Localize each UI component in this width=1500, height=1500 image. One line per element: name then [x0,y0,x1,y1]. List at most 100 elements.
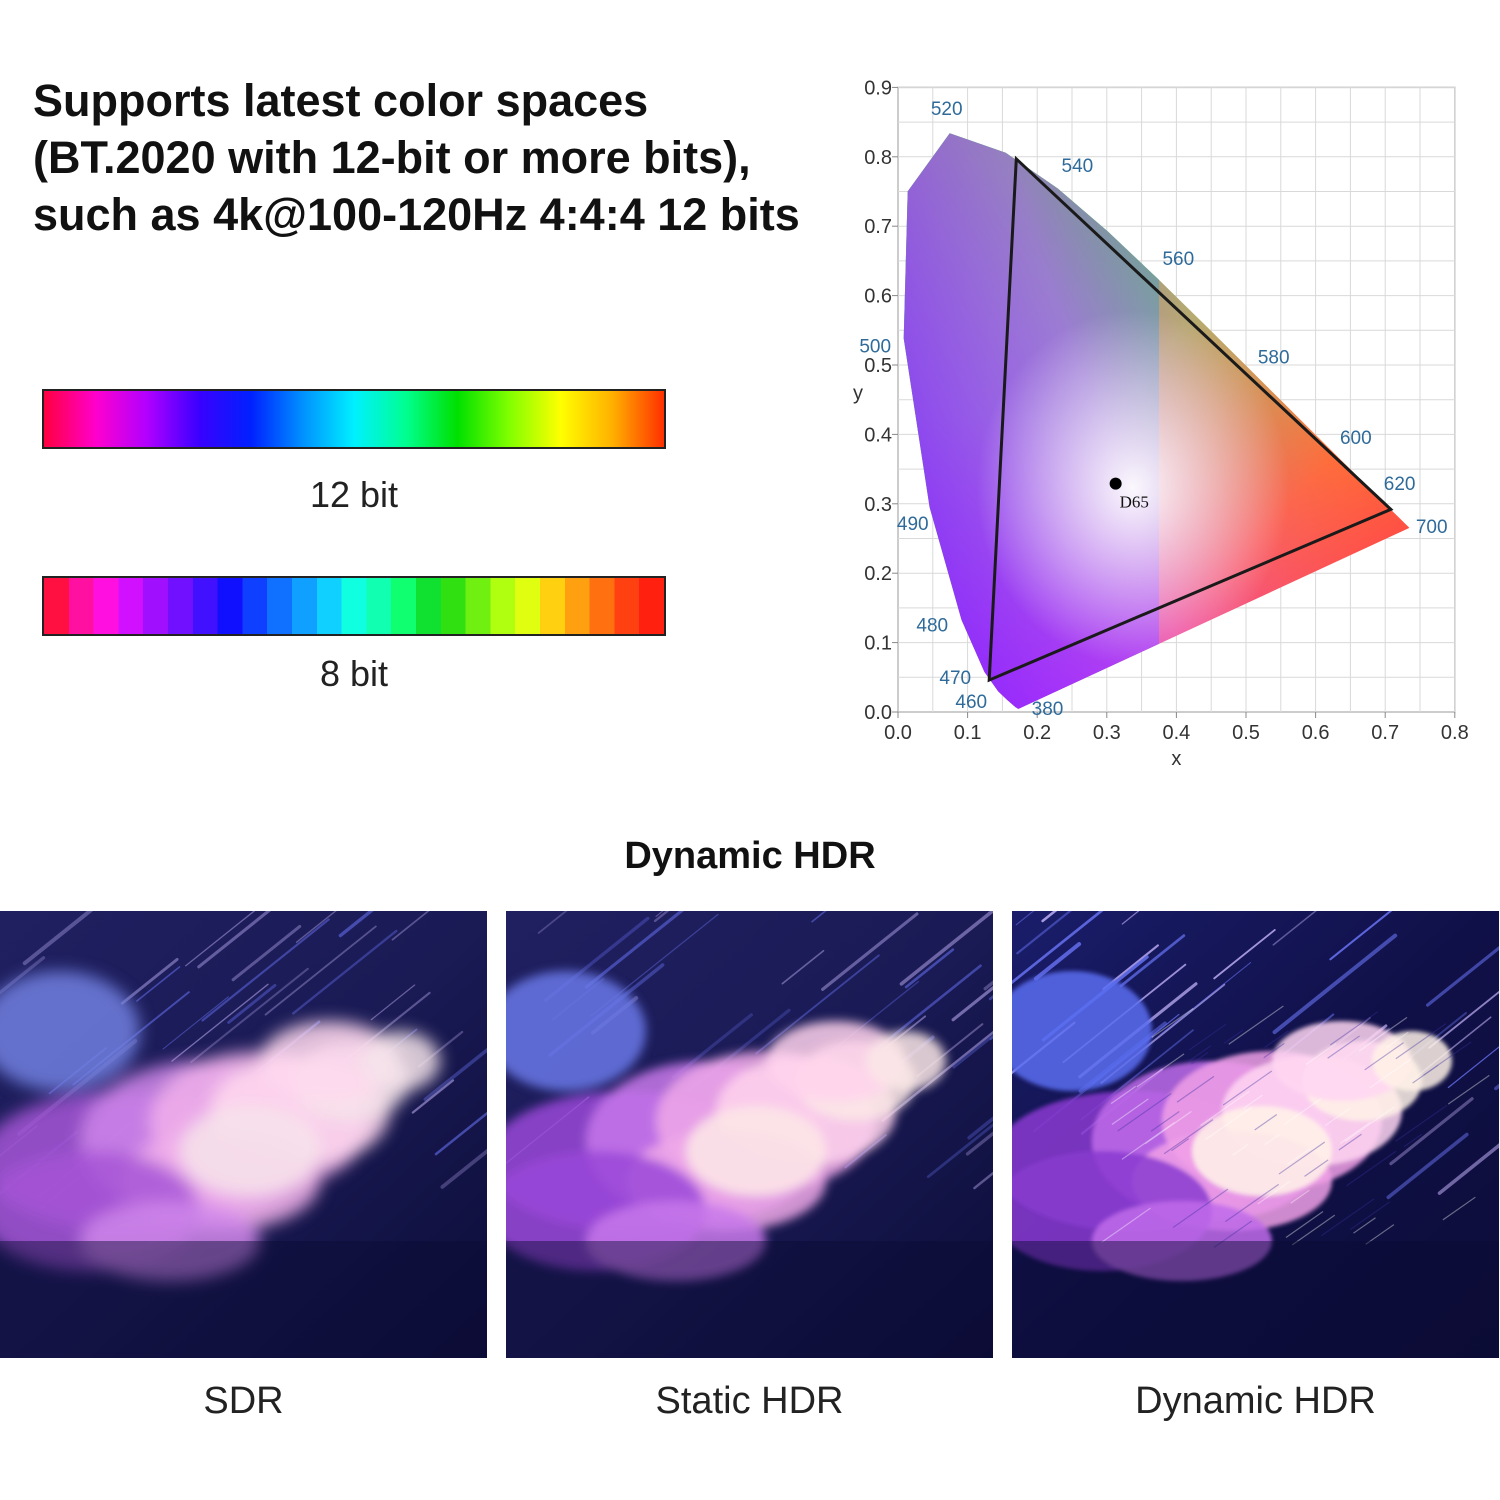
detail-streak [1321,1198,1375,1237]
streak [434,1111,487,1156]
detail-streak [1117,1093,1172,1132]
8-bit-label: 8 bit [319,653,389,694]
streak [755,954,880,1055]
detail-streak [1144,1110,1192,1145]
detail-streak [1213,1220,1253,1248]
streak [136,966,181,1002]
detail-streak [1447,1074,1490,1105]
detail-streak [1278,1141,1326,1175]
cloud-blob [1012,971,1152,1091]
streak [197,911,272,969]
detail-streak [1329,1011,1379,1046]
y-tick-label: 0.7 [864,216,892,238]
y-tick-label: 0.2 [864,563,892,585]
detail-streak [1423,1041,1472,1076]
detail-streak [1395,1104,1448,1142]
y-tick-label: 0.6 [864,286,892,308]
detail-streak [1228,1005,1284,1045]
detail-streak [1403,1133,1423,1148]
cloud-mass [1012,971,1452,1281]
streak [423,1047,487,1102]
nebula-artwork [1012,911,1499,1358]
detail-streak [1163,1119,1214,1155]
streak [973,1171,993,1190]
dynamic-hdr-image [1012,911,1499,1358]
detail-streak [1324,1107,1351,1127]
detail-streak [1136,1053,1185,1088]
detail-streak [1304,1159,1329,1177]
x-axis-label: x [1171,748,1181,770]
detail-streak [1386,1031,1409,1049]
x-tick-label: 0.4 [1162,722,1190,744]
cloud-blob [866,1031,946,1091]
detail-streak [1365,1224,1395,1245]
cloud-blob [506,971,646,1091]
foreground-shadow [1012,1241,1499,1358]
detail-streak [1263,1042,1285,1059]
detail-streak [1442,1196,1476,1221]
cloud-blob [260,1021,400,1101]
wavelength-label: 460 [955,692,987,713]
x-tick-label: 0.5 [1232,722,1260,744]
detail-streak [1395,1023,1447,1060]
streak [965,1131,993,1156]
detail-streak [1111,1098,1149,1125]
nebula-artwork [506,911,993,1358]
streak [292,929,398,1015]
white-point-label: D65 [1120,493,1149,512]
x-tick-label: 0.6 [1302,722,1330,744]
cloud-mass [0,971,440,1281]
wavelength-label: 380 [1032,699,1064,720]
detail-streak [1121,1121,1176,1160]
streak [391,911,430,941]
detail-streak [1369,1058,1412,1089]
wavelength-label: 560 [1162,249,1194,270]
streak [1213,929,1276,980]
detail-streak [1188,1045,1212,1062]
detail-streak [1172,1188,1229,1228]
wavelength-label: 600 [1340,428,1372,449]
cloud-blob [1092,1201,1272,1281]
x-tick-label: 0.3 [1093,722,1121,744]
wavelength-label: 580 [1258,348,1290,369]
streak [0,956,46,995]
wavelength-label: 700 [1416,517,1448,538]
detail-streak [1151,1007,1194,1038]
detail-streak [1150,1111,1180,1132]
cloud-blob [686,1106,826,1196]
streak [1012,911,1104,985]
detail-streak [1290,1189,1310,1204]
streak [227,983,277,1024]
foreground-shadow [506,1241,993,1358]
streak [1447,1046,1499,1089]
bt2020-gamut-triangle [987,155,1394,683]
detail-streak [1224,1183,1280,1223]
streak [1015,911,1035,926]
detail-streak [1232,1143,1249,1156]
detail-streak [1364,1042,1404,1071]
y-tick-label: 0.4 [864,424,892,446]
y-tick-label: 0.3 [864,494,892,516]
sdr-caption: SDR [203,1380,284,1422]
streak [370,984,416,1021]
detail-streak [1171,1138,1190,1152]
y-tick-label: 0.0 [864,702,892,724]
gamut-triangle-outline [987,155,1394,683]
detail-streak [1285,1211,1324,1238]
y-tick-label: 0.8 [864,147,892,169]
wavelength-label: 500 [859,337,891,358]
dynamic-hdr-caption: Dynamic HDR [1135,1380,1376,1422]
detail-streak [1283,1098,1322,1126]
streak [1389,1097,1474,1166]
detail-streak [1205,1106,1253,1141]
x-tick-label: 0.7 [1371,722,1399,744]
x-tick-label: 0.2 [1023,722,1051,744]
streak [1272,911,1317,946]
cloud-blob [360,1031,440,1091]
detail-streak [1412,1064,1439,1084]
detail-streak [1338,1133,1362,1151]
streak [1428,990,1499,1049]
detail-streak [1344,1106,1395,1142]
detail-streak [1222,1070,1273,1106]
cloud-mass [506,971,946,1281]
